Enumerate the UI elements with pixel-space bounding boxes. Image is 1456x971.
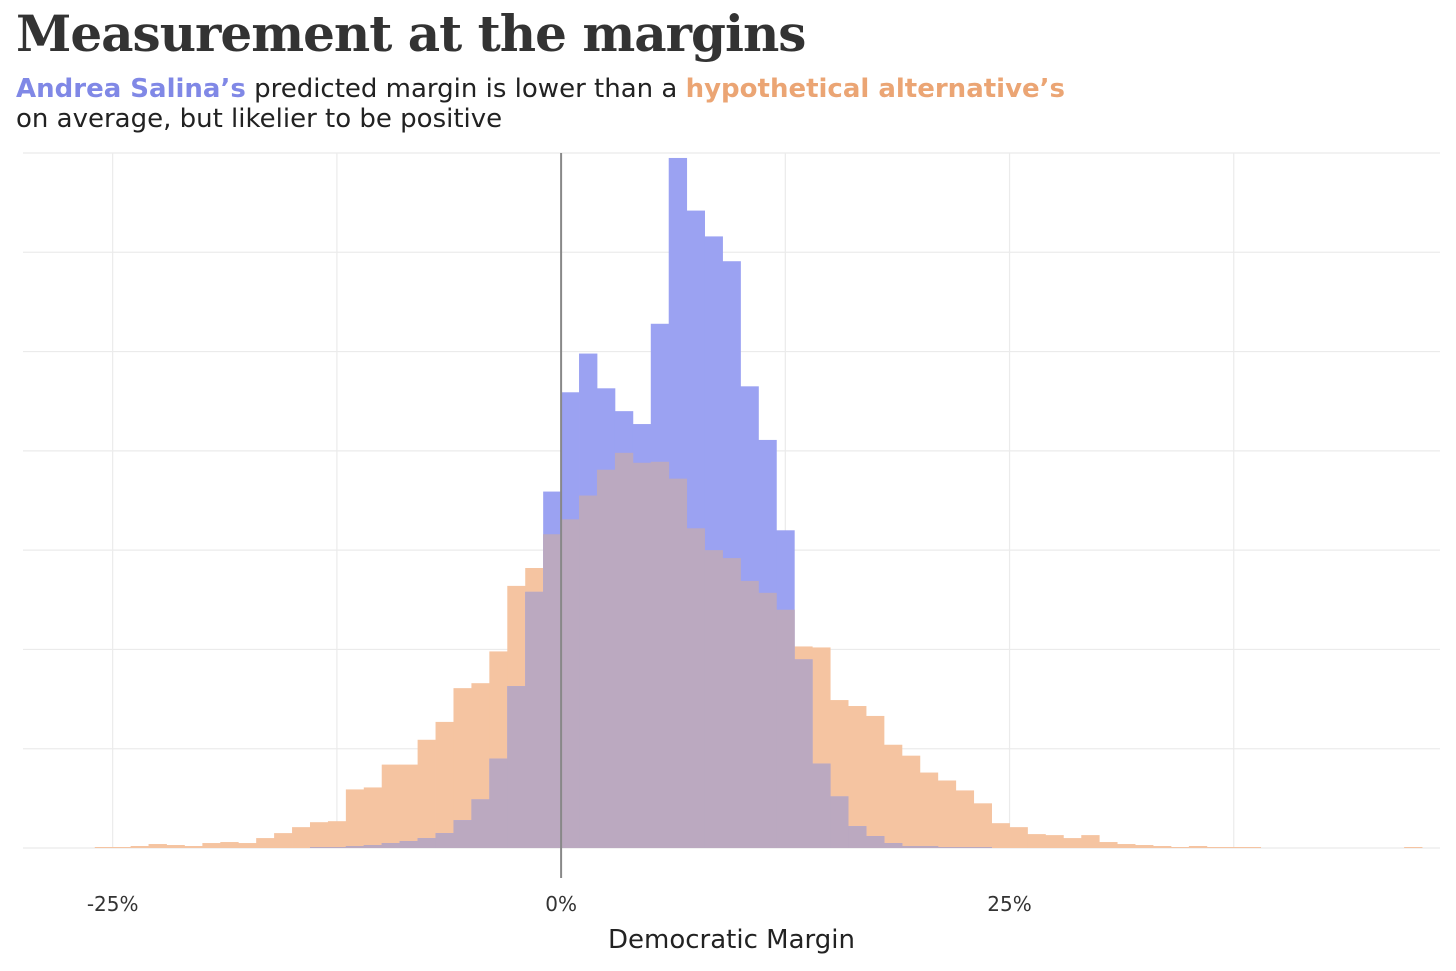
alternative-bar — [883, 744, 903, 848]
alternative-bar — [955, 790, 975, 848]
alternative-bar — [274, 833, 293, 848]
alternative-bar — [1170, 847, 1190, 848]
alternative-bar — [919, 772, 939, 848]
overlap-bar — [830, 796, 849, 848]
overlap-bar — [704, 550, 723, 848]
overlap-bar — [489, 758, 508, 848]
alternative-bar — [238, 843, 257, 848]
alternative-bar — [991, 823, 1010, 848]
alternative-bar — [166, 845, 185, 848]
overlap-bar — [309, 847, 329, 848]
x-tick-label: 0% — [545, 892, 577, 916]
overlap-bar — [453, 820, 472, 848]
overlap-bar — [435, 833, 454, 848]
overlap-bar — [740, 580, 759, 848]
subtitle-middle-text: predicted margin is lower than a — [245, 74, 686, 104]
overlap-bar — [686, 528, 705, 848]
x-tick-label: 25% — [987, 892, 1031, 916]
alternative-bar — [256, 838, 275, 848]
overlap-bar — [812, 763, 831, 848]
overlap-bar — [776, 609, 795, 848]
alternative-bar — [94, 847, 114, 848]
overlap-bar — [883, 843, 903, 848]
x-tick-label: -25% — [87, 892, 139, 916]
overlap-bar — [901, 846, 921, 848]
alternative-bar — [1224, 847, 1244, 848]
subtitle-line-2: on average, but likelier to be positive — [16, 104, 503, 134]
overlap-bar — [417, 838, 436, 848]
subtitle-salina-label: Andrea Salina’s — [16, 74, 246, 104]
overlap-bar — [650, 461, 670, 848]
overlap-bar — [794, 659, 813, 848]
alternative-bar — [1027, 834, 1046, 848]
overlap-bar — [327, 847, 347, 848]
alternative-bar — [220, 842, 239, 848]
alternative-bar — [1009, 827, 1028, 848]
alternative-bar — [1242, 847, 1262, 848]
alternative-bar — [309, 822, 329, 848]
overlap-bar — [363, 845, 383, 848]
alternative-bar — [112, 847, 132, 848]
alternative-bar — [866, 715, 885, 848]
alternative-bar — [1063, 838, 1082, 848]
alternative-bar — [184, 846, 203, 848]
alternative-bar — [1045, 835, 1064, 848]
subtitle-line-1: Andrea Salina’s predicted margin is lowe… — [16, 74, 1065, 104]
overlap-bar — [973, 847, 992, 848]
overlap-bar — [668, 478, 688, 848]
chart-subtitle: Andrea Salina’s predicted margin is lowe… — [16, 74, 1065, 134]
alternative-bar — [1081, 835, 1100, 848]
alternative-bar — [1135, 845, 1154, 848]
overlap-bar — [381, 843, 401, 848]
alternative-bar — [417, 739, 436, 848]
overlap-bar — [955, 847, 975, 848]
histogram-chart: -25% 0% 25% Democratic Margin — [23, 152, 1440, 955]
overlap-bar — [345, 846, 365, 848]
subtitle-alternative-label: hypothetical alternative’s — [685, 74, 1066, 104]
alternative-bar — [453, 688, 472, 848]
overlap-histogram — [309, 452, 992, 848]
overlap-bar — [399, 841, 419, 848]
overlap-bar — [507, 686, 526, 848]
overlap-bar — [632, 462, 652, 848]
overlap-bar — [525, 591, 544, 848]
alternative-bar — [1188, 846, 1208, 848]
overlap-bar — [937, 847, 957, 848]
alternative-bar — [130, 846, 149, 848]
overlap-bar — [596, 469, 616, 848]
overlap-bar — [471, 799, 490, 848]
alternative-bar — [848, 706, 867, 848]
chart-title: Measurement at the margins — [16, 4, 806, 63]
x-axis-ticks: -25% 0% 25% — [87, 892, 1032, 916]
overlap-bar — [543, 534, 562, 848]
alternative-bar — [292, 827, 311, 848]
alternative-bar — [1206, 847, 1226, 848]
alternative-bar — [399, 764, 419, 848]
alternative-bar — [202, 843, 221, 848]
alternative-bar — [1099, 842, 1118, 848]
alternative-bar — [937, 780, 957, 848]
alternative-bar — [1153, 846, 1172, 848]
alternative-bar — [327, 821, 347, 848]
alternative-bar — [381, 764, 401, 848]
overlap-bar — [866, 836, 885, 848]
alternative-bar — [1117, 844, 1136, 848]
alternative-bar — [901, 755, 921, 848]
alternative-bar — [435, 721, 454, 848]
overlap-bar — [722, 558, 741, 848]
x-axis-title: Democratic Margin — [608, 925, 855, 955]
overlap-bar — [614, 452, 634, 848]
alternative-bar — [1404, 847, 1423, 848]
overlap-bar — [758, 592, 777, 848]
alternative-bar — [973, 803, 992, 848]
alternative-bar — [148, 844, 167, 848]
overlap-bar — [919, 846, 939, 848]
overlap-bar — [579, 495, 598, 848]
overlap-bar — [561, 519, 580, 848]
alternative-bar — [345, 789, 365, 848]
alternative-bar — [363, 787, 383, 848]
overlap-bar — [848, 826, 867, 848]
